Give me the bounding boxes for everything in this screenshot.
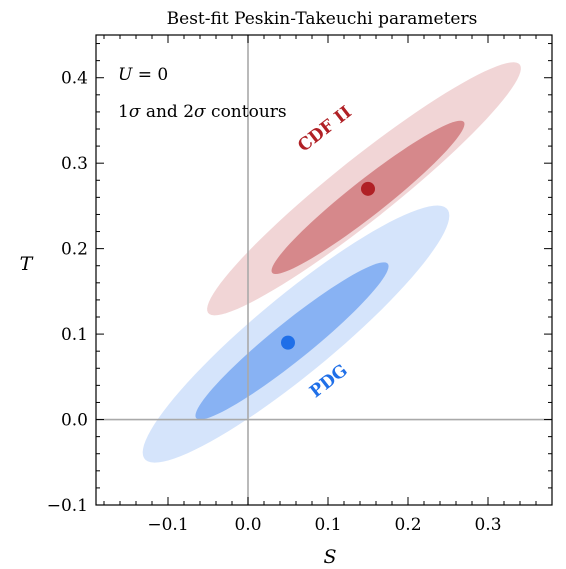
y-tick-label: 0.4 bbox=[61, 69, 88, 89]
series-label-cdf-ii: CDF II bbox=[294, 102, 355, 156]
best-fit-point-cdf-ii bbox=[361, 181, 375, 196]
x-axis-title: S bbox=[323, 546, 336, 568]
y-tick-label: −0.1 bbox=[47, 496, 88, 516]
x-tick-label: 0.2 bbox=[394, 515, 421, 535]
y-tick-label: 0.2 bbox=[61, 240, 88, 260]
x-tick-label: 0.3 bbox=[474, 515, 501, 535]
chart-title: Best-fit Peskin-Takeuchi parameters bbox=[167, 9, 478, 29]
contour-1sigma-cdf-ii bbox=[271, 120, 465, 275]
plot-frame bbox=[95, 34, 553, 506]
y-tick-label: 0.0 bbox=[61, 411, 88, 431]
x-tick-label: 0.0 bbox=[234, 515, 261, 535]
y-axis-title: T bbox=[20, 253, 34, 275]
x-tick-label: 0.1 bbox=[314, 515, 341, 535]
y-tick-label: 0.1 bbox=[61, 325, 88, 345]
annotation-u: U = 0 bbox=[118, 65, 168, 85]
annotation-contours: 1σ and 2σ contours bbox=[118, 102, 287, 122]
x-tick-label: −0.1 bbox=[147, 515, 188, 535]
best-fit-point-pdg bbox=[281, 335, 295, 350]
y-tick-label: 0.3 bbox=[61, 154, 88, 174]
